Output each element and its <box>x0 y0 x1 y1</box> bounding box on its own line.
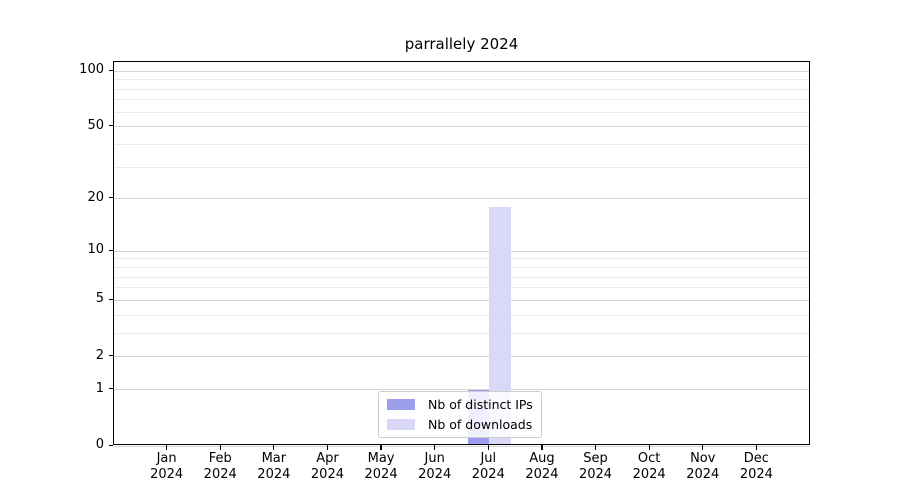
minor-gridline <box>114 79 809 81</box>
legend-swatch-downloads-icon <box>387 419 415 430</box>
minor-gridline <box>114 332 809 334</box>
bar-nb-of-downloads-jul-2024 <box>489 206 511 445</box>
x-tick-label: May 2024 <box>364 451 398 482</box>
x-tick-label: Dec 2024 <box>739 451 773 482</box>
major-gridline <box>114 445 809 447</box>
x-tick-mark <box>648 445 650 450</box>
x-tick-mark <box>541 445 543 450</box>
x-tick-mark <box>755 445 757 450</box>
major-gridline <box>114 356 809 358</box>
x-tick-mark <box>273 445 275 450</box>
x-tick-label: Apr 2024 <box>310 451 344 482</box>
major-gridline <box>114 126 809 128</box>
y-tick-label: 10 <box>87 242 104 258</box>
x-tick-label: Sep 2024 <box>578 451 613 482</box>
minor-gridline <box>114 258 809 260</box>
minor-gridline <box>114 143 809 145</box>
legend-item-downloads: Nb of downloads <box>387 417 533 432</box>
x-tick-label: Aug 2024 <box>525 451 559 482</box>
x-tick-mark <box>702 445 704 450</box>
minor-gridline <box>114 88 809 90</box>
y-tick-mark <box>108 249 113 251</box>
x-tick-label: Feb 2024 <box>203 451 237 482</box>
x-tick-mark <box>166 445 168 450</box>
x-tick-mark <box>594 445 597 450</box>
y-tick-mark <box>108 298 113 301</box>
y-tick-label: 100 <box>79 62 104 78</box>
minor-gridline <box>114 99 809 101</box>
minor-gridline <box>114 166 809 168</box>
minor-gridline <box>114 314 809 316</box>
y-tick-mark <box>108 197 113 199</box>
plot-area <box>113 61 810 447</box>
major-gridline <box>114 70 809 72</box>
y-tick-mark <box>108 125 113 127</box>
x-tick-label: Oct 2024 <box>632 451 666 482</box>
x-tick-label: Jun 2024 <box>418 451 452 482</box>
y-tick-label: 0 <box>95 437 104 452</box>
legend: Nb of distinct IPs Nb of downloads <box>378 391 542 438</box>
y-tick-label: 5 <box>95 291 104 307</box>
x-tick-mark <box>380 445 382 450</box>
legend-label-distinct-ips: Nb of distinct IPs <box>428 397 533 412</box>
y-tick-label: 20 <box>87 189 104 205</box>
y-tick-mark <box>108 69 113 71</box>
y-tick-mark <box>108 355 113 357</box>
x-tick-label: Jan 2024 <box>150 451 184 482</box>
y-tick-mark <box>108 444 113 446</box>
major-gridline <box>114 389 809 391</box>
x-tick-label: Nov 2024 <box>686 451 720 482</box>
legend-item-distinct-ips: Nb of distinct IPs <box>387 397 533 412</box>
y-tick-mark <box>108 388 113 390</box>
y-tick-label: 2 <box>95 347 104 363</box>
minor-gridline <box>114 276 809 278</box>
minor-gridline <box>114 267 809 269</box>
major-gridline <box>114 198 809 200</box>
x-tick-label: Jul 2024 <box>471 451 505 482</box>
x-tick-mark <box>326 445 329 450</box>
major-gridline <box>114 299 809 301</box>
x-tick-mark <box>219 445 221 450</box>
minor-gridline <box>114 111 809 113</box>
y-tick-label: 50 <box>87 117 104 133</box>
x-tick-mark <box>434 445 436 450</box>
minor-gridline <box>114 287 809 289</box>
chart-title: parrallely 2024 <box>404 35 519 53</box>
legend-swatch-distinct-ips-icon <box>387 399 415 410</box>
major-gridline <box>114 250 809 252</box>
x-tick-mark <box>487 445 489 450</box>
x-tick-label: Mar 2024 <box>257 451 291 482</box>
legend-label-downloads: Nb of downloads <box>428 417 533 432</box>
y-tick-label: 1 <box>95 380 104 396</box>
